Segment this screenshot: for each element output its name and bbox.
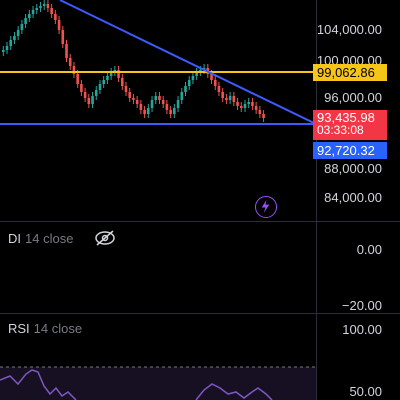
candle-body (251, 102, 254, 106)
lightning-icon[interactable] (255, 196, 277, 218)
rsi-line (0, 369, 273, 400)
candle-body (98, 84, 102, 90)
candle-body (68, 58, 72, 66)
candle-body (239, 106, 243, 108)
price-axis-label: 84,000.00 (324, 190, 382, 205)
candle-body (109, 72, 113, 76)
candle-body (76, 74, 79, 84)
resistance-price-tag: 99,062.86 (313, 64, 387, 81)
rsi-name: RSI (8, 321, 30, 336)
candle-body (54, 14, 57, 20)
candle-body (117, 70, 120, 78)
candle-body (187, 80, 191, 86)
price-axis-border (316, 0, 317, 400)
candle-body (243, 104, 247, 108)
rsi-params: 14 close (33, 321, 83, 336)
support-price-tag: 92,720.32 (313, 142, 387, 159)
candle-body (158, 96, 161, 100)
candle-body (16, 30, 20, 36)
pane-separator[interactable] (0, 221, 400, 222)
candle-body (161, 100, 165, 104)
candle-body (57, 20, 61, 30)
last-price-value: 93,435.98 (317, 110, 375, 125)
candle-body (2, 50, 5, 52)
candle-body (50, 8, 53, 14)
candle-body (135, 100, 139, 104)
candle-body (5, 46, 9, 50)
candle-body (31, 10, 35, 14)
candle-body (42, 4, 46, 6)
candle-countdown: 03:33:08 (317, 123, 364, 137)
price-axis-label: 104,000.00 (316, 22, 382, 37)
candle-body (128, 92, 132, 98)
dmi-axis-label: 0.00 (356, 242, 382, 257)
last-price-tag: 93,435.98 03:33:08 (313, 110, 387, 140)
candle-body (184, 86, 187, 92)
candle-body (213, 80, 217, 86)
candle-body (24, 18, 27, 24)
candle-body (180, 92, 184, 100)
candle-body (258, 110, 262, 114)
candle-body (28, 14, 31, 18)
candle-body (165, 104, 169, 110)
candle-body (120, 78, 124, 86)
candle-body (139, 104, 143, 110)
candle-body (154, 96, 158, 100)
rsi-axis-label: 50.00 (349, 384, 382, 399)
candle-body (173, 108, 176, 114)
dmi-axis-label: −20.00 (341, 298, 382, 313)
candle-body (150, 100, 154, 108)
candle-body (39, 6, 42, 8)
candle-body (254, 106, 258, 110)
candle-body (217, 86, 221, 92)
candle-body (46, 4, 50, 8)
candle-body (106, 76, 109, 80)
candle-body (94, 90, 98, 96)
candle-body (247, 102, 251, 104)
candle-body (72, 66, 76, 74)
candle-body (124, 86, 128, 92)
candle-body (20, 24, 24, 30)
candle-body (176, 100, 180, 108)
candle-body (210, 74, 213, 80)
candle-body (61, 30, 65, 44)
rsi-plot[interactable] (0, 314, 316, 400)
dmi-name: DI (8, 231, 21, 246)
candlestick-series (2, 0, 265, 122)
rsi-axis-label: 100.00 (342, 322, 382, 337)
eye-off-icon[interactable] (94, 229, 116, 247)
candle-body (191, 76, 195, 80)
candle-body (262, 114, 265, 118)
candle-body (80, 84, 83, 92)
candle-body (9, 40, 13, 46)
dmi-legend[interactable]: DI 14 close (8, 231, 73, 246)
candle-body (83, 92, 87, 98)
descending-trendline[interactable] (59, 0, 316, 125)
candle-body (147, 108, 150, 114)
candle-body (221, 92, 224, 98)
pane-separator[interactable] (0, 313, 400, 314)
price-axis-label: 88,000.00 (324, 161, 382, 176)
candle-body (195, 72, 198, 76)
price-axis-label: 96,000.00 (324, 90, 382, 105)
candle-body (35, 8, 39, 10)
candle-body (169, 110, 172, 114)
rsi-legend[interactable]: RSI 14 close (8, 321, 82, 336)
price-chart[interactable] (0, 0, 316, 220)
candle-body (87, 98, 91, 104)
candle-body (65, 44, 68, 58)
dmi-params: 14 close (25, 231, 74, 246)
rsi-band (0, 367, 316, 400)
candle-body (225, 98, 228, 100)
candle-body (236, 102, 239, 106)
candle-body (228, 96, 232, 100)
candle-body (102, 80, 105, 84)
candle-body (132, 98, 135, 100)
candle-body (232, 96, 236, 102)
candle-body (143, 110, 146, 114)
candle-body (13, 36, 16, 40)
candle-body (91, 96, 94, 104)
